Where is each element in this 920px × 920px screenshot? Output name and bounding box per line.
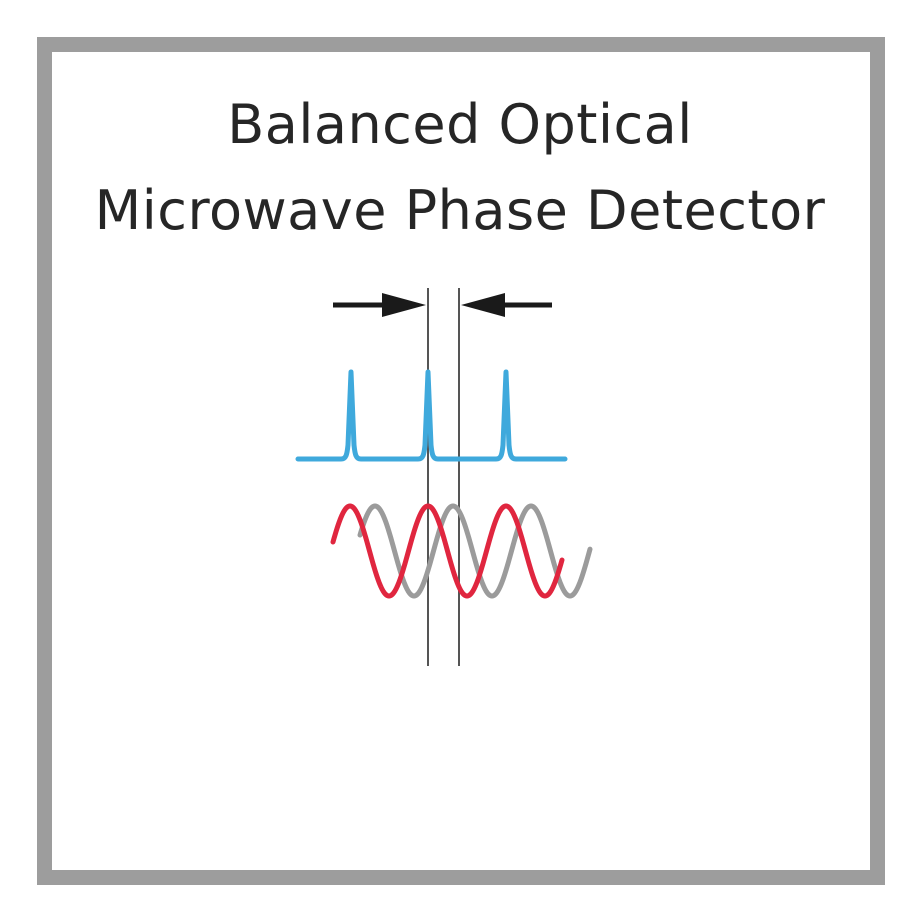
title-line-2: Microwave Phase Detector xyxy=(94,179,826,242)
arrow-left-icon xyxy=(461,293,552,317)
reference-microwave-wave xyxy=(357,503,593,599)
page-title: Balanced Optical Microwave Phase Detecto… xyxy=(0,82,920,254)
optical-pulse-train xyxy=(295,369,568,462)
title-line-1: Balanced Optical xyxy=(227,93,693,156)
arrow-right-icon xyxy=(333,293,426,317)
signal-microwave-wave xyxy=(330,503,565,599)
